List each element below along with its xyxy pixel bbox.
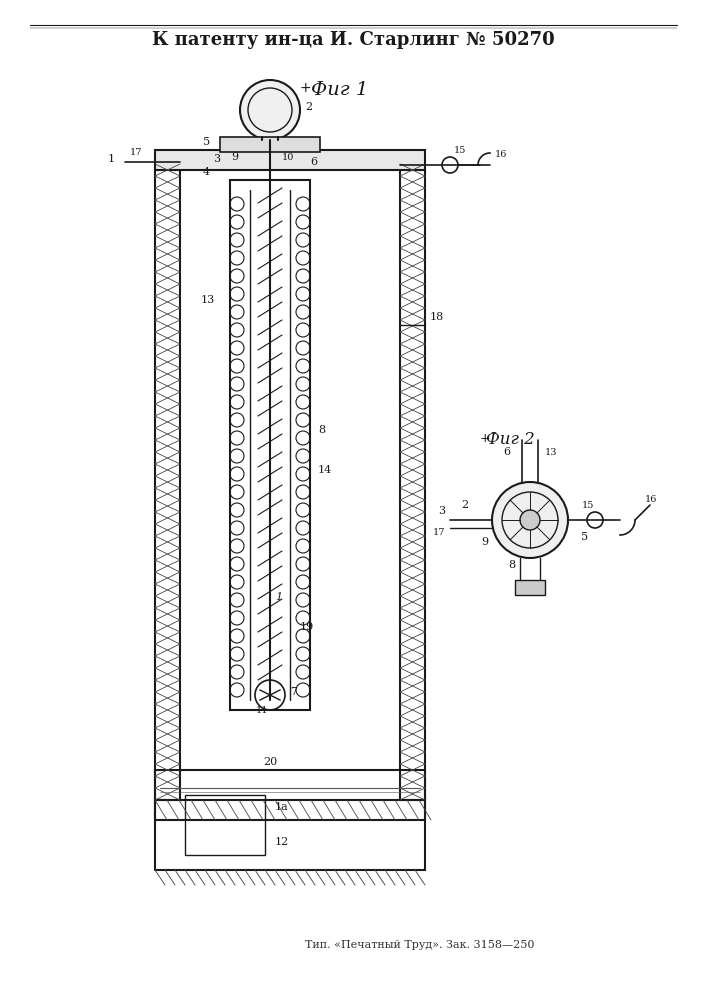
Text: 15: 15: [582, 501, 594, 510]
Text: 15: 15: [454, 146, 466, 155]
Bar: [185, 795, 265, 855]
Bar: [155, 150, 425, 170]
Circle shape: [492, 482, 568, 558]
Text: 20: 20: [263, 757, 277, 767]
Text: 6: 6: [503, 447, 510, 457]
Text: 18: 18: [430, 312, 444, 322]
Text: 5: 5: [581, 532, 588, 542]
Text: 19: 19: [300, 622, 314, 632]
Bar: [230, 180, 310, 710]
Text: +: +: [479, 432, 491, 444]
Text: 7: 7: [290, 687, 297, 697]
Bar: [155, 170, 180, 800]
Bar: [220, 137, 320, 152]
Text: 8: 8: [318, 425, 325, 435]
Bar: [400, 170, 425, 800]
Text: 13: 13: [545, 448, 558, 457]
Circle shape: [240, 80, 300, 140]
Text: 8: 8: [508, 560, 515, 570]
Text: 2: 2: [305, 102, 312, 112]
Text: 12: 12: [275, 837, 289, 847]
Text: 10: 10: [282, 153, 294, 162]
Text: 6: 6: [310, 157, 317, 167]
Text: 1a: 1a: [275, 802, 288, 812]
Text: 1: 1: [108, 154, 115, 164]
Text: Тип. «Печатный Труд». Зак. 3158—250: Тип. «Печатный Труд». Зак. 3158—250: [305, 940, 534, 950]
Text: 3: 3: [213, 154, 220, 164]
Text: +: +: [299, 81, 311, 95]
Bar: [155, 800, 425, 820]
Text: 9: 9: [481, 537, 489, 547]
Text: Фиг 1: Фиг 1: [311, 81, 368, 99]
Bar: [155, 770, 425, 870]
Circle shape: [520, 510, 540, 530]
Text: 3: 3: [438, 506, 445, 516]
Text: 13: 13: [201, 295, 215, 305]
Text: 5: 5: [203, 137, 210, 147]
Bar: [515, 580, 545, 595]
Text: Фиг 2: Фиг 2: [486, 432, 534, 448]
Text: 16: 16: [495, 150, 508, 159]
Text: 4: 4: [203, 167, 210, 177]
Text: 11: 11: [256, 706, 268, 715]
Text: 9: 9: [231, 152, 238, 162]
Text: 2: 2: [462, 500, 469, 510]
Text: К патенту ин-ца И. Старлинг № 50270: К патенту ин-ца И. Старлинг № 50270: [151, 31, 554, 49]
Text: 14: 14: [318, 465, 332, 475]
Text: 16: 16: [645, 495, 658, 504]
Text: 17: 17: [130, 148, 143, 157]
Text: 17: 17: [433, 528, 445, 537]
Text: 1: 1: [275, 592, 282, 602]
